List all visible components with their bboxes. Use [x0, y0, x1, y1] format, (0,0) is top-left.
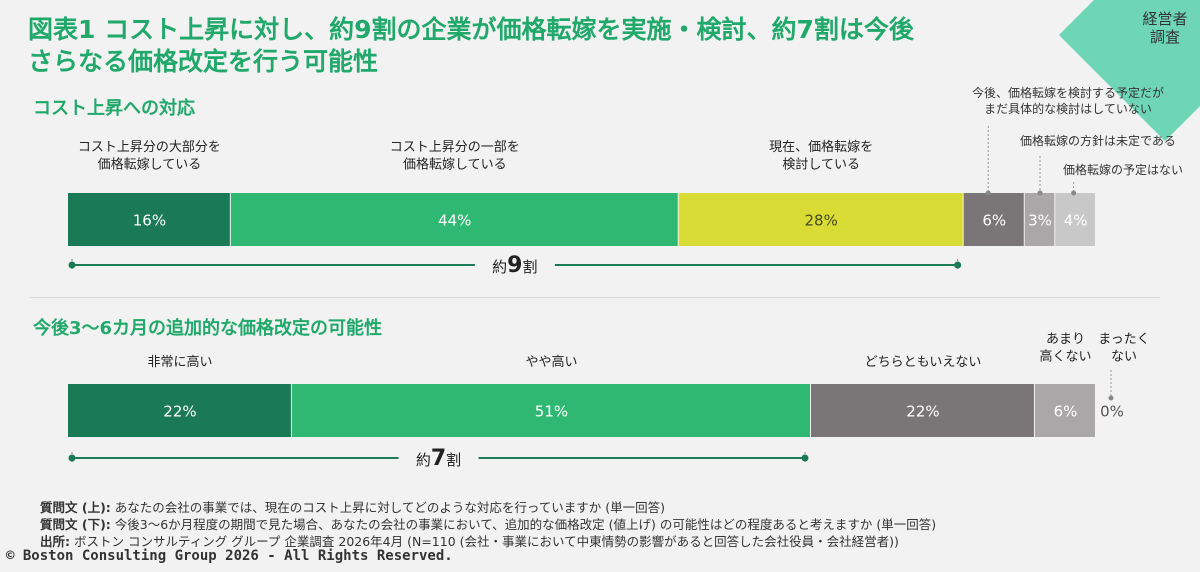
category-label: 価格転嫁の予定はない — [1063, 162, 1183, 177]
category-label: コスト上昇分の大部分を価格転嫁している — [78, 140, 221, 173]
footnote-text: 今後3～6か月程度の期間で見た場合、あなたの会社の事業において、追加的な価格改定… — [110, 517, 937, 532]
footnote-text: あなたの会社の事業では、現在のコスト上昇に対してどのような対応を行っていますか … — [110, 500, 665, 515]
bracket-end — [954, 261, 962, 269]
data-label: 51% — [535, 403, 568, 421]
bar-segment — [68, 193, 230, 246]
bar-segment — [811, 384, 1034, 437]
section-divider — [30, 297, 1160, 298]
footnote-q-top: 質問文 (上): あなたの会社の事業では、現在のコスト上昇に対してどのような対応… — [40, 497, 665, 516]
data-label: 6% — [1054, 403, 1078, 421]
category-leader-dot — [985, 190, 991, 196]
chart2-title: 今後3～6カ月の追加的な価格改定の可能性 — [33, 318, 383, 339]
bar-segment — [1024, 193, 1055, 246]
footnote-label: 質問文 (下): — [40, 517, 111, 532]
category-label: まったくない — [1098, 332, 1149, 365]
footnote-label: 出所: — [40, 534, 70, 549]
footnote-q-bottom: 質問文 (下): 今後3～6か月程度の期間で見た場合、あなたの会社の事業において… — [40, 514, 936, 533]
bar-segment — [963, 193, 1024, 246]
data-label: 16% — [133, 212, 166, 230]
category-label: コスト上昇分の一部を価格転嫁している — [390, 140, 520, 173]
category-label: あまり高くない — [1039, 332, 1091, 365]
data-label: 22% — [163, 403, 196, 421]
footnote-text: ボストン コンサルティング グループ 企業調査 2026年4月 (N=110 (… — [70, 534, 899, 549]
data-label: 22% — [906, 403, 939, 421]
category-label: どちらともいえない — [865, 355, 982, 370]
category-label: 現在、価格転嫁を検討している — [769, 139, 873, 173]
data-label: 3% — [1028, 212, 1052, 230]
data-label: 0% — [1100, 403, 1124, 421]
bar-segment — [1055, 193, 1095, 246]
category-leader-dot — [1108, 395, 1114, 401]
page-title: 図表1 コスト上昇に対し、約9割の企業が価格転嫁を実施・検討、約7割は今後 さら… — [28, 15, 914, 76]
bracket-end — [68, 454, 76, 462]
bracket-end — [68, 261, 76, 269]
bar-segment — [68, 384, 291, 437]
copyright: © Boston Consulting Group 2026 - All Rig… — [6, 548, 453, 564]
bar-segment — [291, 384, 811, 437]
footnote-source: 出所: ボストン コンサルティング グループ 企業調査 2026年4月 (N=1… — [40, 531, 899, 550]
category-label: 今後、価格転嫁を検討する予定だがまだ具体的な検討はしていない — [972, 85, 1164, 116]
data-label: 6% — [982, 212, 1006, 230]
survey-type-label: 経営者 調査 — [1142, 10, 1188, 46]
stacked-bar-charts: 16% 44% 28% 6% 3% 4% コスト上昇分の大部分を価格転嫁している コスト上昇分… — [68, 85, 1183, 471]
category-leader-dot — [1037, 190, 1043, 196]
bracket-end — [801, 454, 809, 462]
data-label: 44% — [438, 212, 471, 230]
category-label: 価格転嫁の方針は未定である — [1020, 133, 1176, 148]
bracket-label: 約9割 — [492, 253, 537, 278]
category-leader-dot — [1071, 190, 1077, 196]
category-label: 非常に高い — [147, 354, 212, 370]
chart1-title: コスト上昇への対応 — [33, 98, 195, 119]
data-label: 4% — [1064, 212, 1088, 230]
bar-segment — [230, 193, 678, 246]
bar-segment — [1034, 384, 1095, 437]
bracket-label: 約7割 — [416, 446, 461, 471]
category-label: やや高い — [525, 354, 577, 370]
footnote-label: 質問文 (上): — [40, 500, 111, 515]
bar-segment — [678, 193, 963, 246]
data-label: 28% — [805, 212, 838, 230]
